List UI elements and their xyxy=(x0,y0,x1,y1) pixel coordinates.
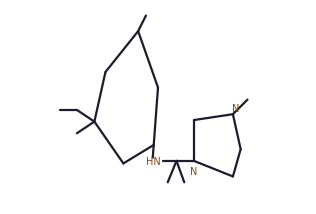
Text: HN: HN xyxy=(146,158,161,167)
Text: N: N xyxy=(190,166,197,177)
Text: N: N xyxy=(232,104,239,114)
